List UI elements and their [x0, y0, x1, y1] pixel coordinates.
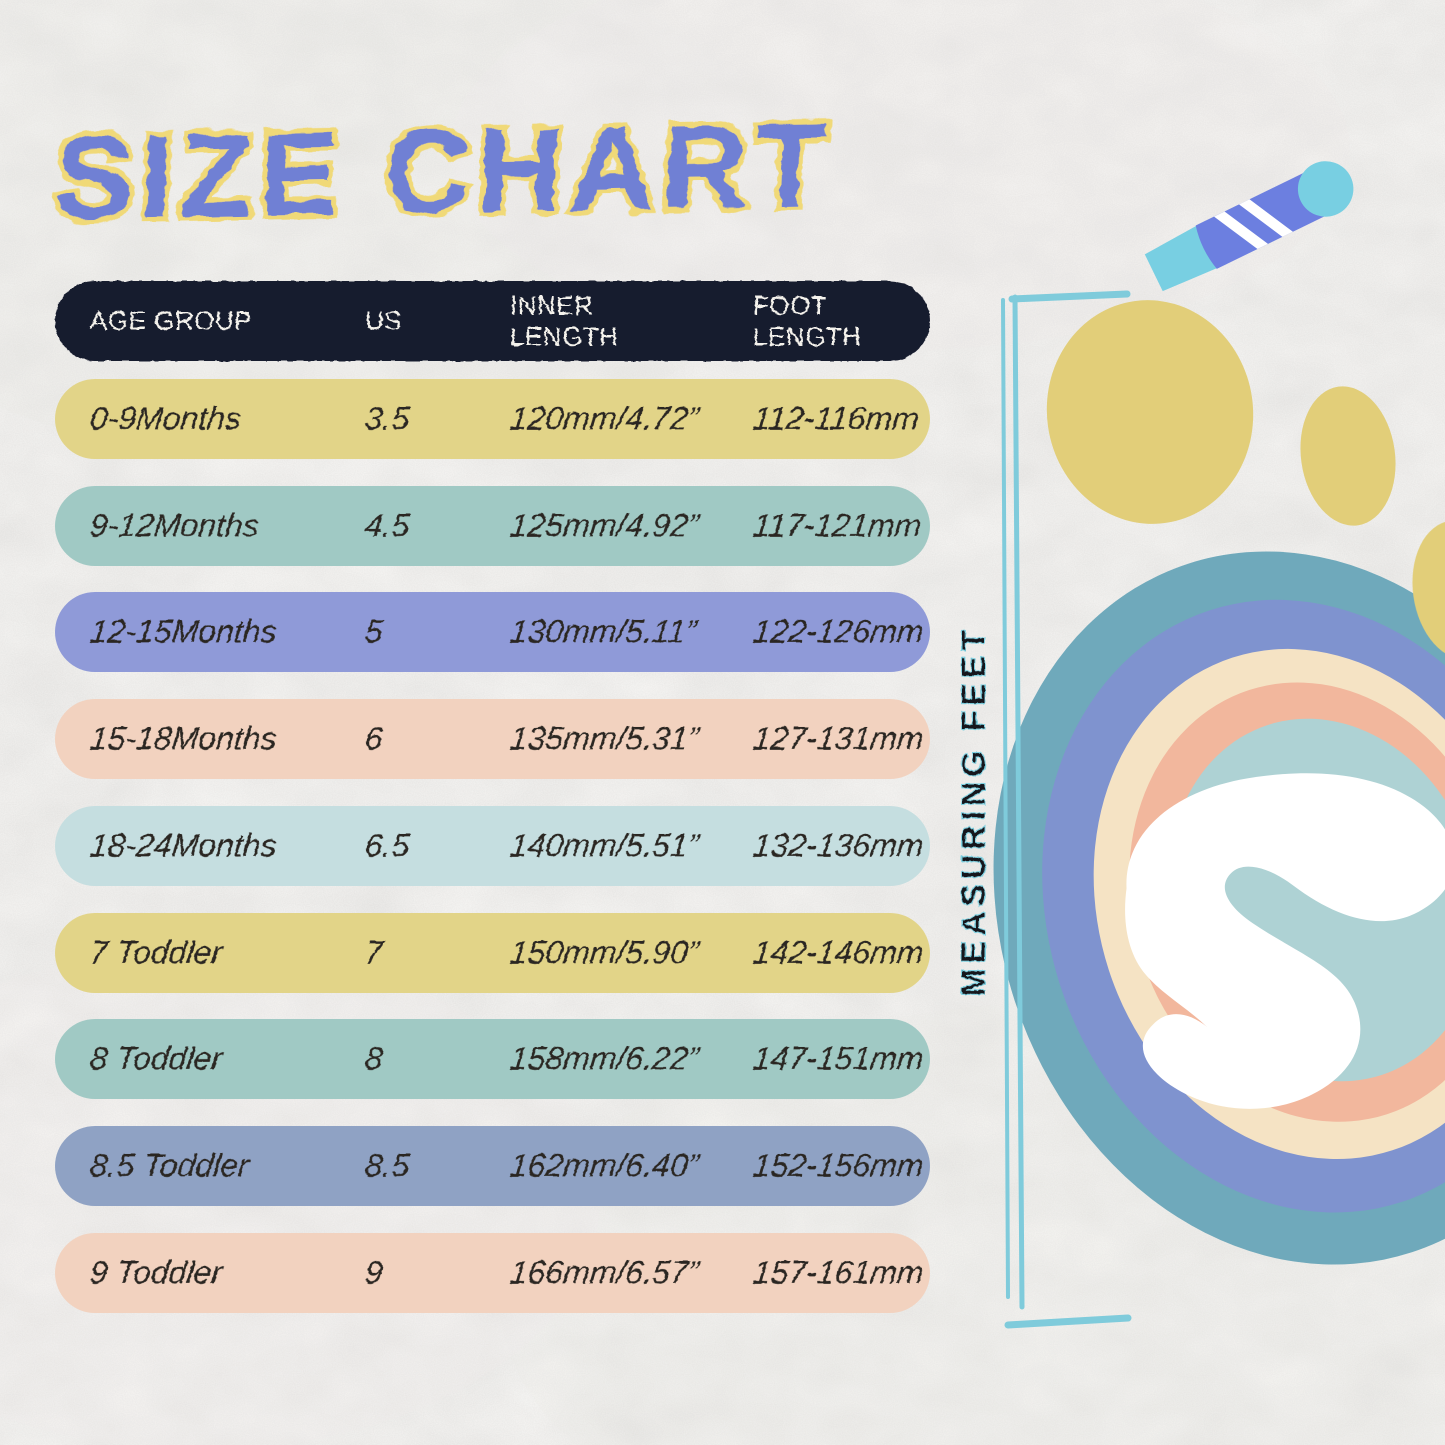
svg-text:MEASURING FEET: MEASURING FEET — [955, 625, 993, 996]
